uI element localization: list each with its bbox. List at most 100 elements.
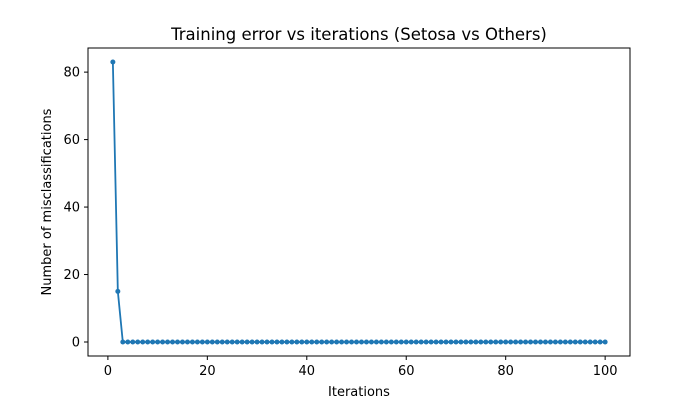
data-point (408, 339, 414, 345)
data-point (552, 339, 558, 345)
x-tick-label: 0 (104, 364, 112, 379)
data-point (433, 339, 439, 345)
data-point (537, 339, 543, 345)
data-point (170, 339, 176, 345)
data-point (249, 339, 255, 345)
x-tick-label: 80 (497, 364, 514, 379)
data-point (329, 339, 335, 345)
data-point (175, 339, 181, 345)
data-point (393, 339, 399, 345)
data-point (438, 339, 444, 345)
data-point (378, 339, 384, 345)
data-point (388, 339, 394, 345)
data-point (209, 339, 215, 345)
data-point (488, 339, 494, 345)
data-point (309, 339, 315, 345)
data-point (363, 339, 369, 345)
data-point (413, 339, 419, 345)
data-point (443, 339, 449, 345)
data-point (289, 339, 295, 345)
data-point (428, 339, 434, 345)
data-point (453, 339, 459, 345)
data-point (214, 339, 220, 345)
y-tick-label: 80 (63, 66, 80, 81)
data-point (473, 339, 479, 345)
data-point (204, 339, 210, 345)
data-point (110, 59, 116, 65)
data-point (294, 339, 300, 345)
data-point (194, 339, 200, 345)
data-point (115, 288, 121, 294)
data-point (498, 339, 504, 345)
data-point (577, 339, 583, 345)
data-point (508, 339, 514, 345)
data-point (219, 339, 225, 345)
data-point (503, 339, 509, 345)
data-point (523, 339, 529, 345)
data-point (304, 339, 310, 345)
data-point (145, 339, 151, 345)
x-tick-label: 20 (199, 364, 216, 379)
data-point (373, 339, 379, 345)
data-point (602, 339, 608, 345)
data-point (160, 339, 166, 345)
data-point (254, 339, 260, 345)
y-tick-label: 40 (63, 201, 80, 216)
data-point (542, 339, 548, 345)
data-point (184, 339, 190, 345)
data-point (334, 339, 340, 345)
data-point (274, 339, 280, 345)
y-tick-label: 0 (72, 336, 80, 351)
plot-frame (87, 47, 631, 357)
plot-area (110, 59, 608, 345)
data-point (150, 339, 156, 345)
data-point (224, 339, 230, 345)
chart-title: Training error vs iterations (Setosa vs … (170, 25, 547, 44)
series-line (111, 61, 606, 343)
x-tick-label: 100 (593, 364, 618, 379)
x-axis-label: Iterations (328, 385, 390, 400)
data-point (165, 339, 171, 345)
data-point (458, 339, 464, 345)
data-point (547, 339, 553, 345)
data-point (125, 339, 131, 345)
data-point (339, 339, 345, 345)
data-point (513, 339, 519, 345)
y-axis: 0 20 40 60 80 (63, 66, 88, 351)
x-tick-label: 60 (398, 364, 415, 379)
data-point (587, 339, 593, 345)
data-point (463, 339, 469, 345)
data-point (592, 339, 598, 345)
data-point (418, 339, 424, 345)
y-tick-label: 60 (63, 133, 80, 148)
data-point (319, 339, 325, 345)
data-point (468, 339, 474, 345)
data-point (358, 339, 364, 345)
data-point (239, 339, 245, 345)
data-point (135, 339, 141, 345)
data-point (398, 339, 404, 345)
data-point (354, 339, 360, 345)
data-point (597, 339, 603, 345)
data-point (478, 339, 484, 345)
y-axis-label: Number of misclassifications (40, 108, 55, 295)
data-point (528, 339, 534, 345)
data-point (324, 339, 330, 345)
data-point (299, 339, 305, 345)
data-point (229, 339, 235, 345)
data-point (349, 339, 355, 345)
data-point (244, 339, 250, 345)
data-point (314, 339, 320, 345)
y-tick-label: 20 (63, 268, 80, 283)
data-point (140, 339, 146, 345)
data-point (483, 339, 489, 345)
data-point (120, 339, 126, 345)
data-point (284, 339, 290, 345)
data-point (189, 339, 195, 345)
data-point (448, 339, 454, 345)
data-point (179, 339, 185, 345)
x-axis: 0 20 40 60 80 100 (104, 356, 618, 379)
data-point (533, 339, 539, 345)
data-point (130, 339, 136, 345)
